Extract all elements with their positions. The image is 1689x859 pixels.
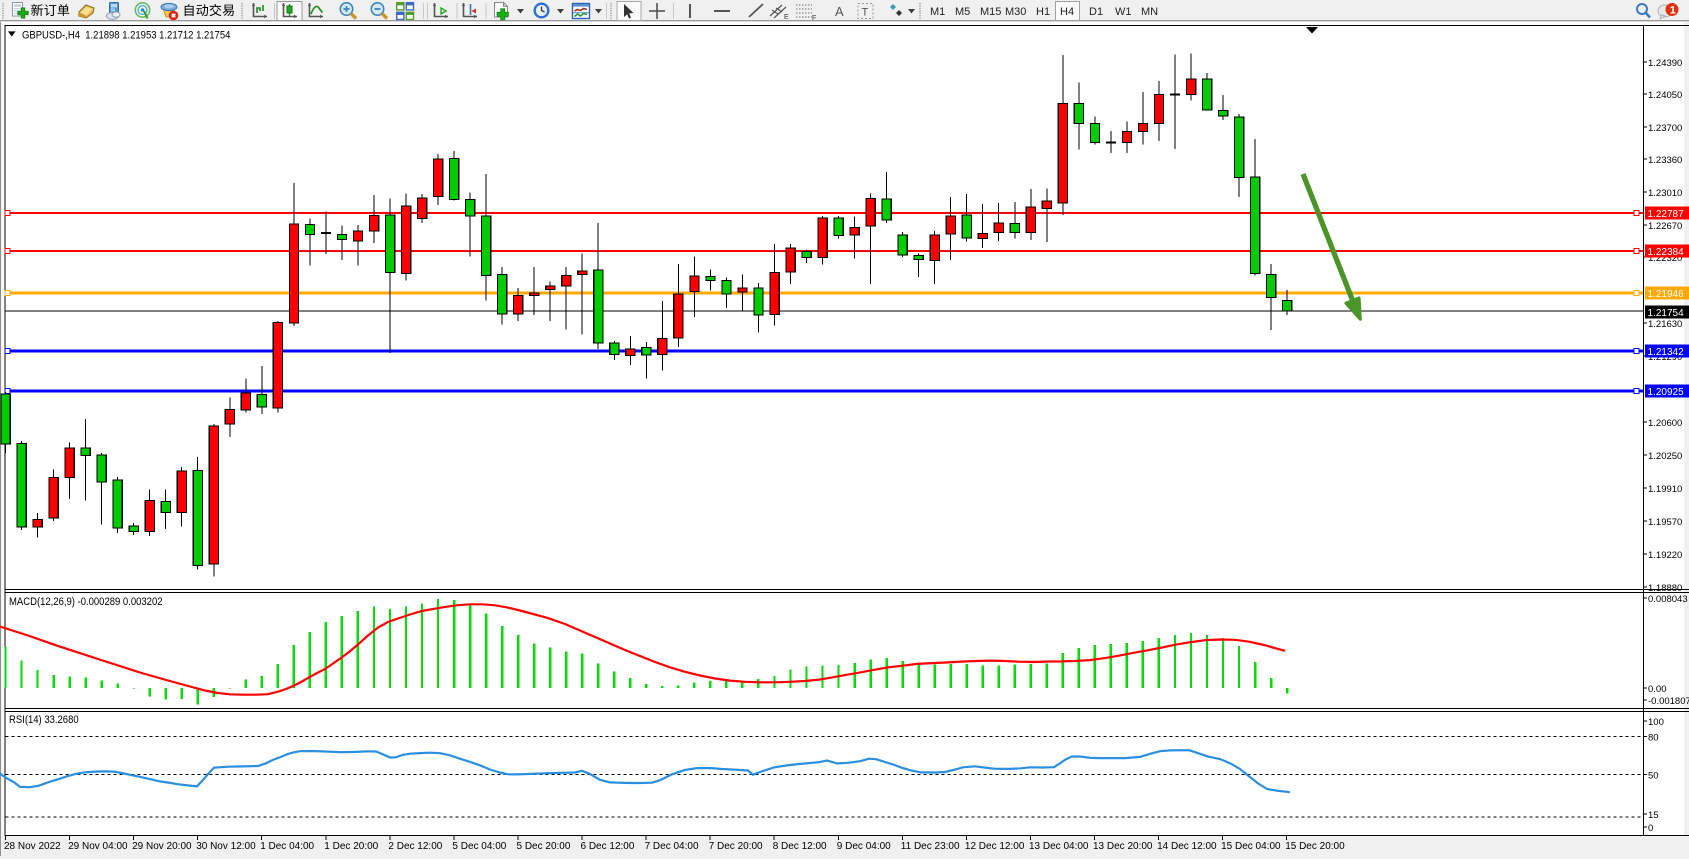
svg-text:1.22320: 1.22320 <box>1648 253 1682 264</box>
svg-text:1.20925: 1.20925 <box>1648 387 1685 398</box>
svg-text:11 Dec 23:00: 11 Dec 23:00 <box>901 841 960 852</box>
svg-text:M30: M30 <box>1005 6 1026 18</box>
svg-text:7 Dec 20:00: 7 Dec 20:00 <box>709 841 763 852</box>
svg-text:M5: M5 <box>955 6 970 18</box>
svg-text:100: 100 <box>1648 717 1664 728</box>
svg-text:1.22670: 1.22670 <box>1648 221 1682 232</box>
svg-text:5 Dec 20:00: 5 Dec 20:00 <box>517 841 571 852</box>
svg-text:E: E <box>784 14 789 21</box>
svg-text:0.008043: 0.008043 <box>1648 594 1688 605</box>
svg-text:H1: H1 <box>1036 6 1050 18</box>
svg-text:1.19910: 1.19910 <box>1648 484 1682 495</box>
svg-text:30 Nov 12:00: 30 Nov 12:00 <box>196 841 256 852</box>
svg-text:1.24390: 1.24390 <box>1648 58 1682 69</box>
svg-text:1.20600: 1.20600 <box>1648 418 1682 429</box>
svg-text:2 Dec 12:00: 2 Dec 12:00 <box>388 841 442 852</box>
svg-text:29 Nov 20:00: 29 Nov 20:00 <box>132 841 192 852</box>
svg-text:1.21754: 1.21754 <box>1648 308 1685 319</box>
svg-text:1.21342: 1.21342 <box>1648 347 1685 358</box>
svg-text:H4: H4 <box>1060 6 1074 18</box>
svg-text:1.19570: 1.19570 <box>1648 517 1682 528</box>
svg-text:1: 1 <box>1670 5 1676 17</box>
svg-text:0.00: 0.00 <box>1648 684 1667 695</box>
svg-text:1.20250: 1.20250 <box>1648 451 1682 462</box>
svg-text:7 Dec 04:00: 7 Dec 04:00 <box>645 841 699 852</box>
svg-text:1 Dec 20:00: 1 Dec 20:00 <box>324 841 378 852</box>
svg-text:13 Dec 20:00: 13 Dec 20:00 <box>1093 841 1153 852</box>
svg-text:1.19220: 1.19220 <box>1648 550 1682 561</box>
svg-text:1.22384: 1.22384 <box>1648 247 1685 258</box>
svg-text:A: A <box>835 4 844 19</box>
svg-text:-0.001807: -0.001807 <box>1648 696 1689 707</box>
svg-text:M1: M1 <box>930 6 945 18</box>
svg-text:MN: MN <box>1141 6 1158 18</box>
svg-text:1.24050: 1.24050 <box>1648 90 1682 101</box>
svg-text:W1: W1 <box>1115 6 1132 18</box>
svg-text:1.23010: 1.23010 <box>1648 188 1682 199</box>
svg-text:1.21946: 1.21946 <box>1648 289 1685 300</box>
svg-text:28 Nov 2022: 28 Nov 2022 <box>4 841 61 852</box>
svg-text:15: 15 <box>1648 810 1659 821</box>
svg-text:M15: M15 <box>980 6 1001 18</box>
svg-text:5 Dec 04:00: 5 Dec 04:00 <box>452 841 506 852</box>
svg-text:14 Dec 12:00: 14 Dec 12:00 <box>1157 841 1217 852</box>
svg-text:13 Dec 04:00: 13 Dec 04:00 <box>1029 841 1089 852</box>
svg-text:T: T <box>862 7 869 19</box>
svg-text:50: 50 <box>1648 771 1659 782</box>
svg-text:0: 0 <box>1648 823 1653 834</box>
svg-text:15 Dec 20:00: 15 Dec 20:00 <box>1285 841 1345 852</box>
svg-text:6 Dec 12:00: 6 Dec 12:00 <box>581 841 635 852</box>
svg-text:8 Dec 12:00: 8 Dec 12:00 <box>773 841 827 852</box>
svg-text:1.18880: 1.18880 <box>1648 583 1682 594</box>
svg-text:MACD(12,26,9) -0.000289 0.0032: MACD(12,26,9) -0.000289 0.003202 <box>9 597 163 609</box>
svg-text:GBPUSD-,H4 1.21898 1.21953 1.: GBPUSD-,H4 1.21898 1.21953 1.21712 1.217… <box>22 30 231 42</box>
svg-text:12 Dec 12:00: 12 Dec 12:00 <box>965 841 1025 852</box>
svg-text:F: F <box>812 15 816 22</box>
svg-text:29 Nov 04:00: 29 Nov 04:00 <box>68 841 128 852</box>
svg-text:1.21630: 1.21630 <box>1648 319 1682 330</box>
svg-text:15 Dec 04:00: 15 Dec 04:00 <box>1221 841 1281 852</box>
svg-text:1.23360: 1.23360 <box>1648 155 1682 166</box>
svg-text:1 Dec 04:00: 1 Dec 04:00 <box>260 841 314 852</box>
svg-text:D1: D1 <box>1089 6 1103 18</box>
svg-text:1.23700: 1.23700 <box>1648 123 1682 134</box>
svg-text:RSI(14) 33.2680: RSI(14) 33.2680 <box>9 715 79 727</box>
svg-text:80: 80 <box>1648 733 1659 744</box>
svg-text:1.22787: 1.22787 <box>1648 209 1685 220</box>
svg-text:9 Dec 04:00: 9 Dec 04:00 <box>837 841 891 852</box>
